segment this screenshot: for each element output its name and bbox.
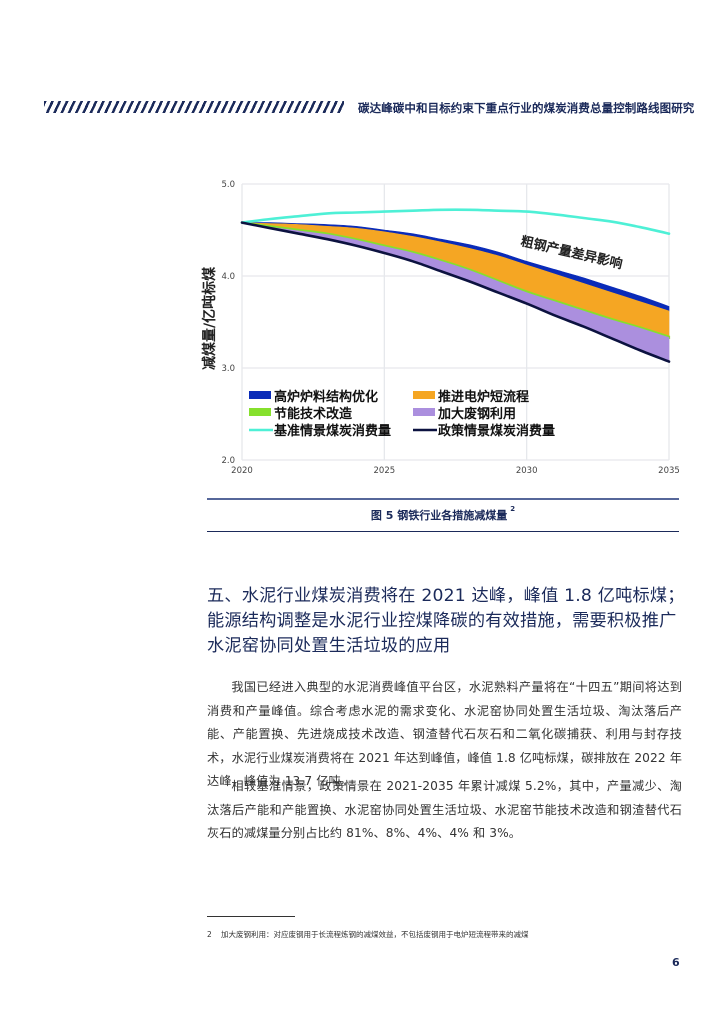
footnote: 2 加大废钢利用：对应废钢用于长流程炼钢的减煤效益，不包括废钢用于电炉短流程带来的… [207, 929, 529, 940]
y-tick-label: 4.0 [221, 272, 235, 282]
section-heading-line: 水泥窑协同处置生活垃圾的应用 [207, 636, 451, 656]
x-tick-label: 2025 [374, 466, 396, 475]
y-axis-label: 减煤量/亿吨标煤 [201, 266, 218, 370]
legend-label: 加大废钢利用 [437, 406, 516, 422]
legend-swatch [413, 408, 435, 416]
y-tick-label: 5.0 [221, 180, 235, 190]
section-heading: 五、水泥行业煤炭消费将在 2021 达峰，峰值 1.8 亿吨标煤； 能源结构调整… [207, 584, 687, 659]
footnote-text: 加大废钢利用：对应废钢用于长流程炼钢的减煤效益，不包括废钢用于电炉短流程带来的减… [221, 930, 529, 939]
legend-label: 基准情景煤炭消费量 [273, 423, 391, 439]
legend-label: 节能技术改造 [274, 406, 353, 422]
body-paragraph: 相较基准情景，政策情景在 2021-2035 年累计减煤 5.2%，其中，产量减… [207, 779, 682, 840]
y-tick-label: 3.0 [221, 364, 235, 374]
footnote-reference[interactable]: 2 [510, 505, 516, 513]
chart-figure: 2.0 3.0 4.0 5.0 2020 2025 2030 2035 减煤量/亿吨标煤 粗钢产量… [195, 175, 690, 475]
figure-caption-bottom-rule [207, 531, 679, 532]
header-hatch-decoration [44, 101, 344, 113]
page-number: 6 [672, 956, 680, 969]
x-tick-label: 2035 [658, 466, 680, 475]
y-tick-label: 2.0 [221, 456, 235, 466]
x-tick-label: 2020 [231, 466, 253, 475]
figure-caption-text: 图 5 钢铁行业各措施减煤量 [370, 509, 508, 522]
x-tick-label: 2030 [516, 466, 538, 475]
figure-caption-top-rule [207, 498, 679, 500]
line-series-基准情景煤炭消费量 [240, 208, 671, 235]
running-header-title: 碳达峰碳中和目标约束下重点行业的煤炭消费总量控制路线图研究 [358, 101, 695, 115]
section-heading-line: 能源结构调整是水泥行业控煤降碳的有效措施，需要积极推广 [207, 611, 677, 631]
legend-label: 政策情景煤炭消费量 [438, 423, 555, 439]
legend-swatch [413, 391, 435, 399]
legend-label: 推进电炉短流程 [438, 389, 529, 405]
figure-caption: 图 5 钢铁行业各措施减煤量 2 [207, 505, 679, 523]
body-paragraph: 我国已经进入典型的水泥消费峰值平台区，水泥熟料产量将在“十四五”期间将达到消费和… [207, 680, 682, 788]
section-heading-line: 五、水泥行业煤炭消费将在 2021 达峰，峰值 1.8 亿吨标煤； [207, 586, 685, 606]
line-series-政策情景煤炭消费量 [240, 221, 671, 363]
legend-swatch [249, 408, 271, 416]
footnote-separator [207, 916, 295, 917]
legend-swatch [249, 391, 271, 399]
footnote-number: 2 [207, 930, 212, 939]
legend-label: 高炉炉料结构优化 [274, 389, 378, 405]
